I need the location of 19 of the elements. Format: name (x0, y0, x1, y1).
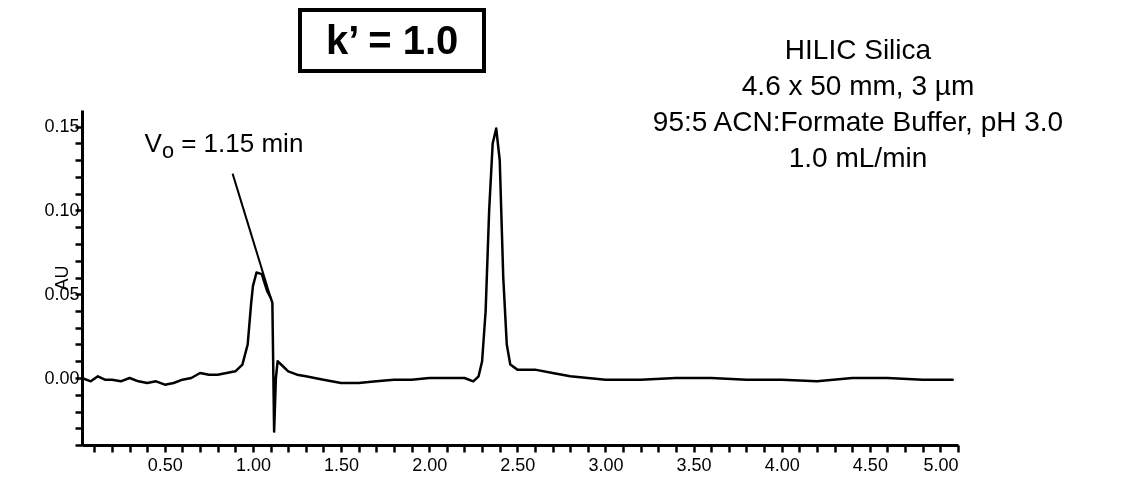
x-tick-label: 1.00 (235, 454, 271, 475)
x-tick-label: 4.00 (764, 454, 800, 475)
x-tick-label: 5.00 (923, 454, 959, 475)
y-tick-label: 0.00 (44, 367, 80, 388)
annotation: 1.0 mL/min (787, 141, 929, 175)
annotation: 95:5 ACN:Formate Buffer, pH 3.0 (652, 105, 1064, 139)
x-tick-label: 3.00 (588, 454, 624, 475)
x-tick-label: 1.50 (324, 454, 360, 475)
boxed-label: k’ = 1.0 (298, 8, 487, 73)
x-tick-label: 0.50 (147, 454, 183, 475)
text: 4.6 x 50 mm, 3 µm (740, 69, 976, 103)
text: HILIC Silica (783, 33, 933, 67)
x-tick-label: 4.50 (852, 454, 888, 475)
y-tick-label: 0.15 (44, 116, 80, 137)
x-tick-label: 3.50 (676, 454, 712, 475)
annotation: V$_{o}$ = 1.15 min (144, 127, 304, 164)
y-tick-label: 0.10 (44, 200, 80, 220)
x-tick-label: 2.00 (412, 454, 448, 475)
x-tick-label: 2.50 (500, 454, 536, 475)
